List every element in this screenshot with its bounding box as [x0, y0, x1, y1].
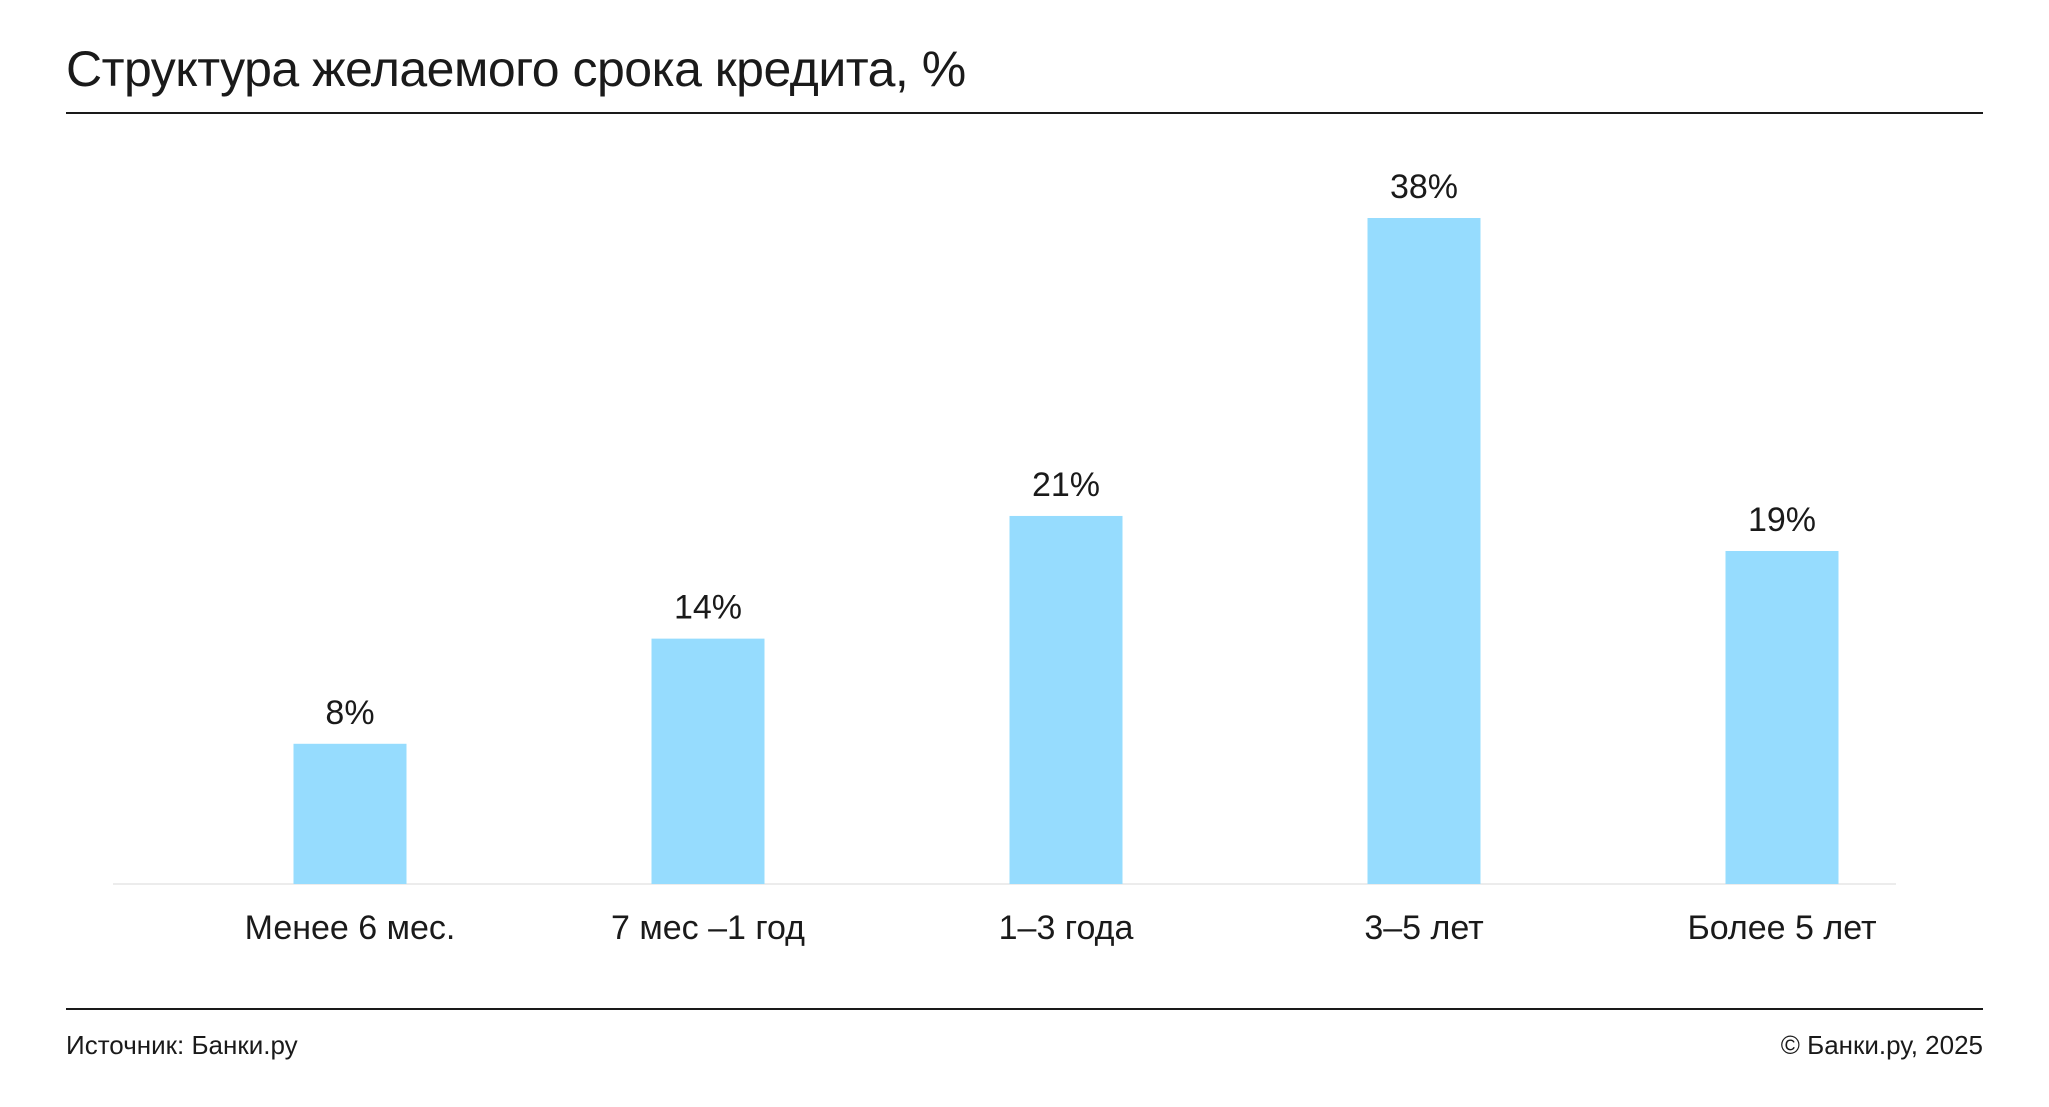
- category-label-1: Менее 6 мес.: [245, 909, 456, 947]
- bars-group: 8% Менее 6 мес. 14% 7 мес –1 год 21% 1–3 года…: [245, 168, 1877, 947]
- value-label-5: 19%: [1748, 501, 1816, 539]
- copyright-note: © Банки.ру, 2025: [1780, 1030, 1983, 1060]
- title-divider: [66, 112, 1983, 114]
- footer-divider: [66, 1008, 1983, 1010]
- source-note: Источник: Банки.ру: [66, 1030, 298, 1060]
- chart-title: Структура желаемого срока кредита, %: [66, 41, 966, 97]
- value-label-3: 21%: [1032, 466, 1100, 504]
- category-label-5: Более 5 лет: [1687, 909, 1876, 947]
- value-label-1: 8%: [325, 694, 374, 732]
- bar-4: [1367, 218, 1481, 884]
- value-label-4: 38%: [1390, 168, 1458, 206]
- bar-3: [1009, 515, 1123, 884]
- value-label-2: 14%: [674, 589, 742, 627]
- category-label-3: 1–3 года: [999, 909, 1134, 947]
- bar-2: [651, 638, 765, 884]
- category-label-2: 7 мес –1 год: [611, 909, 805, 947]
- category-label-4: 3–5 лет: [1364, 909, 1483, 947]
- bar-5: [1725, 551, 1839, 884]
- bar-1: [293, 743, 407, 884]
